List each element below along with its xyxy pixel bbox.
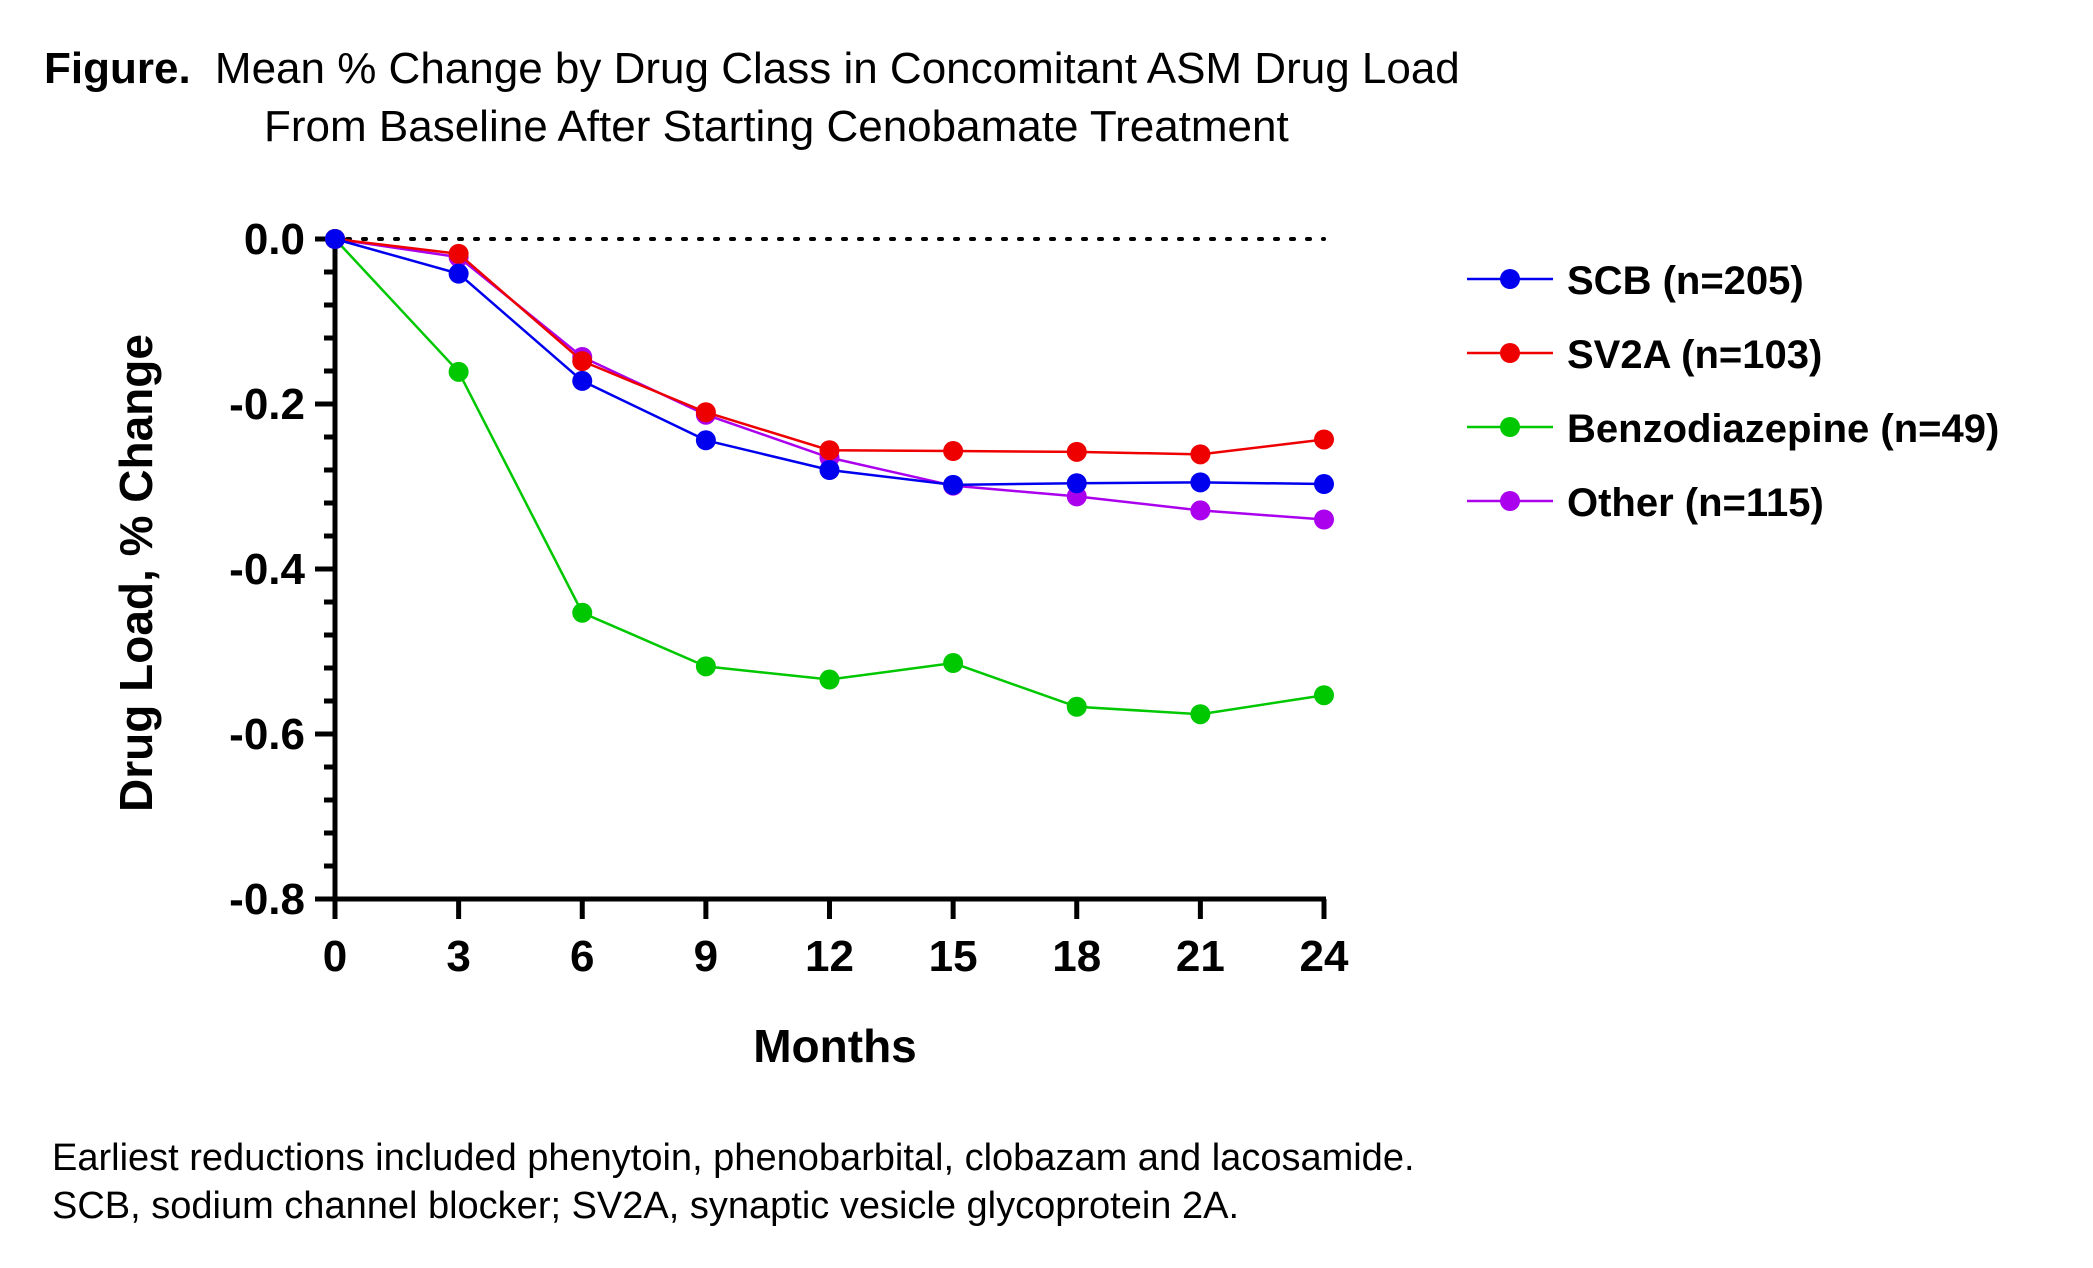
x-tick-label: 18 [1052, 932, 1101, 981]
axes: 0.0 -0.2 -0.4 -0.6 -0.8 0 3 6 9 12 15 18 21 24 [229, 215, 1349, 981]
y-axis-label: Drug Load, % Change [110, 334, 162, 812]
data-point [819, 460, 840, 480]
data-point [695, 430, 716, 451]
series-group [325, 229, 1334, 495]
chart-title-text: Mean % Change by Drug Class in Concomita… [215, 44, 1460, 93]
data-point [1190, 472, 1211, 493]
legend-marker [1500, 343, 1520, 363]
data-point [1314, 474, 1334, 495]
data-point [572, 370, 593, 391]
data-point [448, 243, 469, 264]
y-tick-label: -0.2 [229, 380, 305, 429]
legend-label: SV2A (n=103) [1567, 333, 1822, 377]
series-group [325, 229, 1334, 465]
data-point [1066, 473, 1087, 494]
data-point [695, 656, 716, 677]
legend-entry: SV2A (n=103) [1467, 333, 1822, 377]
y-tick-label: -0.4 [229, 545, 305, 594]
data-point [1314, 429, 1334, 450]
data-point [943, 653, 964, 674]
legend-marker [1500, 269, 1520, 289]
series-group [325, 229, 1334, 530]
data-point [1314, 509, 1334, 530]
x-tick-label: 24 [1300, 932, 1349, 981]
x-tick-label: 0 [323, 932, 347, 981]
data-point [819, 440, 840, 461]
x-tick-label: 12 [805, 932, 854, 981]
data-point [1190, 500, 1211, 521]
data-point [325, 229, 345, 249]
data-point [943, 441, 964, 462]
legend: SCB (n=205) SV2A (n=103) Benzodiazepine (n… [1467, 259, 1999, 525]
x-tick-label: 9 [694, 932, 718, 981]
x-axis-label: Months [753, 1020, 917, 1072]
data-point [1314, 685, 1334, 706]
chart-title-line2: From Baseline After Starting Cenobamate … [264, 102, 1289, 151]
data-point [448, 361, 469, 382]
data-point [1190, 444, 1211, 465]
series-layer [325, 229, 1334, 725]
y-tick-label: 0.0 [244, 215, 305, 264]
legend-entry: SCB (n=205) [1467, 259, 1804, 303]
x-tick-label: 6 [570, 932, 594, 981]
legend-entry: Benzodiazepine (n=49) [1467, 407, 1999, 451]
data-point [1066, 696, 1087, 717]
legend-entry: Other (n=115) [1467, 481, 1824, 525]
y-tick-label: -0.6 [229, 710, 305, 759]
x-tick-label: 21 [1176, 932, 1225, 981]
data-point [572, 602, 593, 623]
legend-marker [1500, 491, 1520, 511]
legend-label: Benzodiazepine (n=49) [1567, 407, 1999, 451]
chart-title-line1: Figure. Mean % Change by Drug Class in C… [44, 44, 1460, 93]
legend-label: Other (n=115) [1567, 481, 1824, 525]
footnote-line1: Earliest reductions included phenytoin, … [52, 1137, 1415, 1179]
data-point [572, 351, 593, 372]
footnote-line2: SCB, sodium channel blocker; SV2A, synap… [52, 1185, 1239, 1227]
x-tick-label: 15 [929, 932, 978, 981]
legend-label: SCB (n=205) [1567, 259, 1804, 303]
data-point [1190, 704, 1211, 725]
chart-title-prefix: Figure. [44, 44, 191, 93]
data-point [695, 402, 716, 423]
data-point [1066, 441, 1087, 462]
legend-marker [1500, 417, 1520, 437]
data-point [819, 669, 840, 690]
x-tick-label: 3 [446, 932, 470, 981]
data-point [448, 263, 469, 284]
data-point [943, 474, 964, 495]
y-tick-label: -0.8 [229, 875, 305, 924]
